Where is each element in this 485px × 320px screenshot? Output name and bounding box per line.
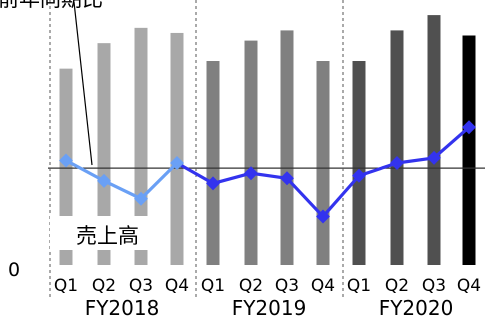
bar-series: [59, 15, 476, 266]
line-point-4: [206, 176, 220, 191]
annotation-yoy: 前年同期比: [0, 0, 103, 11]
label-mask: [50, 216, 165, 250]
line-segment-9: [396, 156, 435, 165]
tick-label: Q2: [92, 276, 116, 296]
line-point-0: [59, 153, 73, 168]
bar-FY2020-Q2: [390, 30, 404, 266]
bar-FY2019-Q4: [316, 61, 330, 265]
group-label-FY2019: FY2019: [232, 296, 307, 320]
line-point-9: [390, 156, 404, 170]
tick-label: Q4: [457, 276, 481, 296]
tick-label: Q4: [165, 276, 189, 296]
line-point-3: [170, 156, 184, 170]
line-segment-1: [103, 179, 142, 201]
line-point-11: [462, 120, 476, 135]
line-segment-2: [139, 161, 179, 200]
tick-label: Q2: [385, 276, 409, 296]
line-segment-0: [65, 159, 105, 183]
annotation-sales: 売上高: [76, 224, 139, 248]
bar-FY2020-Q1: [352, 61, 366, 265]
line-segment-10: [432, 126, 471, 160]
line-point-1: [97, 173, 111, 188]
bar-FY2019-Q1: [206, 61, 220, 265]
tick-label: Q1: [347, 276, 371, 296]
fiscal-year-separators: [49, 0, 344, 300]
x-axis-tick-labels: Q1 Q2 Q3 Q4 Q1 Q2 Q3 Q4 Q1 Q2 Q3 Q4: [54, 276, 481, 296]
bar-FY2018-Q3: [134, 27, 148, 265]
line-point-8: [352, 168, 366, 183]
line-point-2: [134, 191, 148, 206]
tick-label: Q4: [311, 276, 335, 296]
y-zero-label: 0: [8, 259, 20, 281]
line-point-6: [280, 171, 294, 186]
line-segment-4: [212, 171, 252, 185]
annotation-leader-line: [73, 1, 93, 166]
line-segment-3: [176, 161, 214, 185]
bar-FY2019-Q3: [280, 30, 294, 266]
tick-label: Q3: [275, 276, 299, 296]
group-label-FY2020: FY2020: [379, 296, 454, 320]
x-axis-group-labels: FY2018 FY2019 FY2020: [85, 296, 454, 320]
bar-FY2018-Q4: [170, 32, 184, 266]
tick-label: Q3: [129, 276, 153, 296]
line-segment-6: [285, 177, 325, 218]
yoy-line-series: [59, 120, 476, 224]
line-segment-8: [358, 161, 398, 178]
tick-label: Q3: [422, 276, 446, 296]
bar-FY2020-Q3: [427, 15, 441, 265]
group-label-FY2018: FY2018: [85, 296, 160, 320]
bar-FY2019-Q2: [244, 40, 258, 265]
line-point-5: [244, 166, 258, 181]
tick-label: Q2: [239, 276, 263, 296]
line-segment-7: [321, 174, 361, 218]
bar-FY2018-Q2: [97, 43, 111, 266]
tick-label: Q1: [201, 276, 225, 296]
line-point-7: [316, 209, 330, 224]
tick-label: Q1: [54, 276, 78, 296]
bar-FY2020-Q4: [462, 35, 476, 265]
line-point-10: [427, 150, 441, 165]
